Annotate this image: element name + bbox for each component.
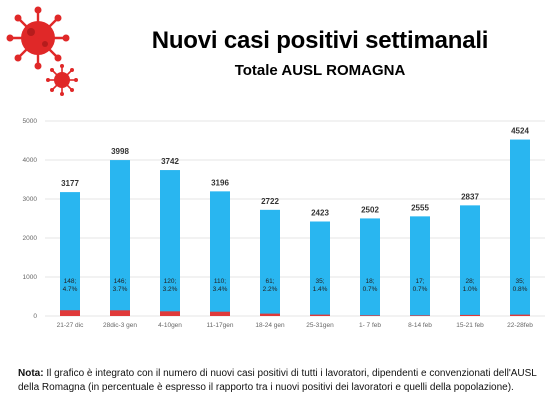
worker-cases-bar bbox=[510, 314, 530, 316]
x-tick-label: 21-27 dic bbox=[57, 322, 84, 329]
total-value-label: 3998 bbox=[111, 147, 129, 156]
worker-value-label: 35; bbox=[515, 278, 524, 285]
worker-percent-label: 4.7% bbox=[63, 286, 78, 293]
y-tick-label: 1000 bbox=[23, 274, 38, 281]
worker-cases-bar bbox=[410, 315, 430, 316]
x-tick-label: 18-24 gen bbox=[255, 322, 285, 329]
footnote: Nota: Il grafico è integrato con il nume… bbox=[18, 367, 548, 395]
y-tick-label: 0 bbox=[33, 313, 37, 320]
worker-value-label: 35; bbox=[315, 278, 324, 285]
virus-icon-large bbox=[6, 6, 70, 70]
worker-value-label: 148; bbox=[64, 278, 77, 285]
total-cases-bar bbox=[60, 192, 80, 316]
worker-percent-label: 1.4% bbox=[313, 286, 328, 293]
x-tick-label: 22-28feb bbox=[507, 322, 533, 329]
total-value-label: 2423 bbox=[311, 209, 329, 218]
x-tick-label: 4-10gen bbox=[158, 322, 182, 329]
total-cases-bar bbox=[160, 170, 180, 316]
worker-percent-label: 0.8% bbox=[513, 286, 528, 293]
virus-icon-small bbox=[46, 64, 78, 96]
total-value-label: 3742 bbox=[161, 157, 179, 166]
worker-value-label: 110; bbox=[214, 278, 226, 285]
total-value-label: 2837 bbox=[461, 192, 479, 201]
worker-cases-bar bbox=[210, 311, 230, 316]
total-cases-bar bbox=[260, 209, 280, 316]
worker-value-label: 61; bbox=[265, 278, 274, 285]
footnote-text: Il grafico è integrato con il numero di … bbox=[18, 368, 537, 393]
worker-value-label: 28; bbox=[465, 278, 474, 285]
worker-percent-label: 0.7% bbox=[413, 286, 428, 293]
chart-subtitle: Totale AUSL ROMAGNA bbox=[234, 62, 406, 79]
worker-cases-bar bbox=[60, 310, 80, 316]
x-tick-label: 25-31gen bbox=[306, 322, 334, 329]
total-cases-bar bbox=[210, 191, 230, 316]
total-value-label: 2722 bbox=[261, 197, 279, 206]
footnote-label: Nota: bbox=[18, 368, 44, 379]
total-value-label: 2502 bbox=[361, 205, 379, 214]
worker-cases-bar bbox=[460, 314, 480, 316]
worker-percent-label: 1.0% bbox=[463, 286, 478, 293]
total-cases-bar bbox=[510, 139, 530, 316]
total-value-label: 2555 bbox=[411, 203, 429, 212]
x-tick-label: 11-17gen bbox=[207, 322, 234, 329]
y-tick-label: 3000 bbox=[23, 196, 38, 203]
y-tick-label: 5000 bbox=[23, 118, 38, 125]
total-cases-bar bbox=[460, 205, 480, 316]
worker-percent-label: 0.7% bbox=[363, 286, 378, 293]
worker-percent-label: 3.2% bbox=[163, 286, 178, 293]
x-tick-label: 15-21 feb bbox=[456, 322, 484, 329]
coronavirus-illustration bbox=[6, 6, 78, 96]
worker-cases-bar bbox=[260, 313, 280, 316]
x-tick-label: 1- 7 feb bbox=[359, 322, 381, 329]
worker-cases-bar bbox=[360, 315, 380, 316]
worker-cases-bar bbox=[310, 314, 330, 316]
weekly-cases-bar-chart: 0 1000 2000 3000 4000 5000 3177 148;4.7% 21-27 d… bbox=[23, 118, 545, 329]
total-value-label: 3177 bbox=[61, 179, 79, 188]
worker-cases-bar bbox=[110, 310, 130, 316]
total-value-label: 3196 bbox=[211, 178, 229, 187]
x-tick-label: 8-14 feb bbox=[408, 322, 432, 329]
worker-percent-label: 3.4% bbox=[213, 286, 228, 293]
worker-value-label: 120; bbox=[164, 278, 177, 285]
worker-value-label: 18; bbox=[365, 278, 374, 285]
worker-percent-label: 3.7% bbox=[113, 286, 128, 293]
total-value-label: 4524 bbox=[511, 127, 529, 136]
worker-cases-bar bbox=[160, 311, 180, 316]
worker-percent-label: 2.2% bbox=[263, 286, 278, 293]
y-tick-label: 4000 bbox=[23, 157, 38, 164]
total-cases-bar bbox=[110, 160, 130, 316]
worker-value-label: 17; bbox=[415, 278, 424, 285]
total-cases-bar bbox=[310, 221, 330, 316]
total-cases-bar bbox=[360, 218, 380, 316]
y-tick-label: 2000 bbox=[23, 235, 38, 242]
chart-title: Nuovi casi positivi settimanali bbox=[151, 27, 489, 54]
x-tick-label: 28dic-3 gen bbox=[103, 322, 137, 329]
total-cases-bar bbox=[410, 216, 430, 316]
worker-value-label: 146; bbox=[114, 278, 127, 285]
